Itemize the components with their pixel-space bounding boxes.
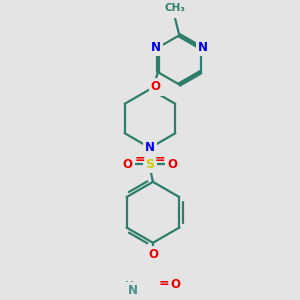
Text: O: O: [148, 248, 158, 261]
Text: O: O: [170, 278, 180, 291]
Text: N: N: [151, 41, 160, 54]
Text: N: N: [198, 41, 208, 54]
Text: N: N: [145, 141, 155, 154]
Text: =: =: [158, 277, 169, 290]
Text: H: H: [125, 290, 134, 300]
Text: =: =: [135, 153, 145, 166]
Text: O: O: [151, 80, 160, 93]
Text: =: =: [155, 153, 165, 166]
Text: CH₃: CH₃: [165, 3, 186, 13]
Text: N: N: [128, 284, 138, 297]
Text: S: S: [146, 158, 154, 171]
Text: O: O: [167, 158, 177, 171]
Text: O: O: [123, 158, 133, 171]
Text: H: H: [125, 281, 134, 291]
